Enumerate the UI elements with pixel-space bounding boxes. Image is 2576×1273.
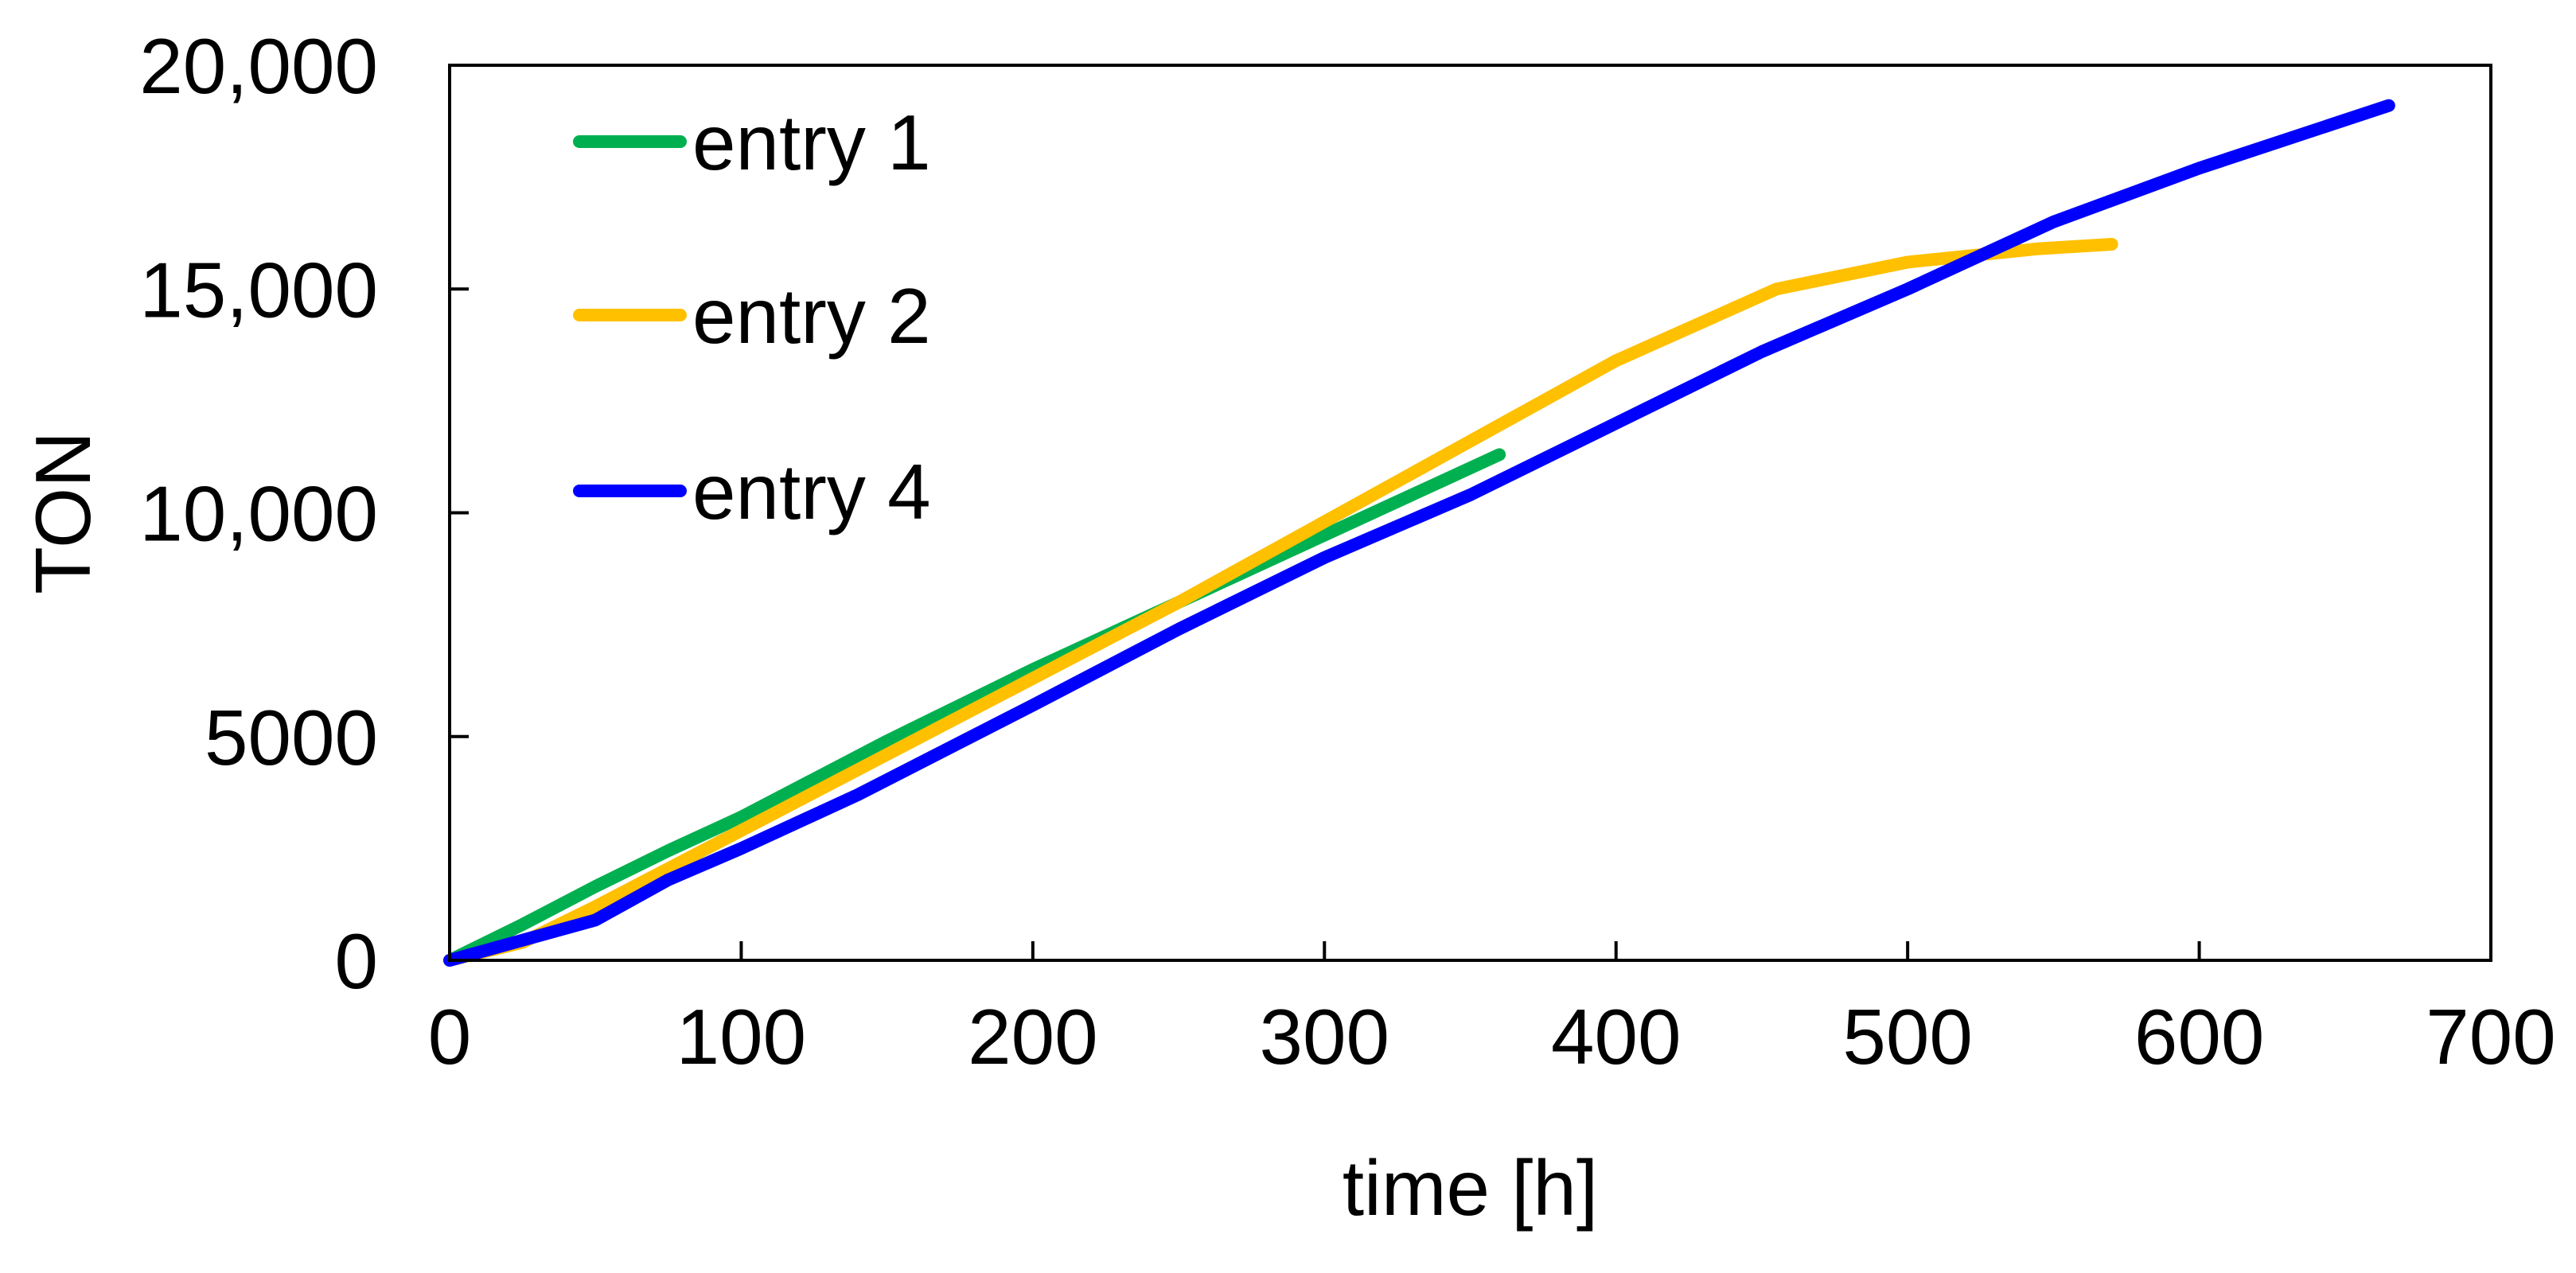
x-axis-ticks: 0 100 200 300 400 500 600 700 <box>428 941 2556 1080</box>
legend-label-entry-4: entry 4 <box>692 448 931 535</box>
x-tick-label: 700 <box>2426 993 2556 1080</box>
x-tick-label: 0 <box>428 993 472 1080</box>
y-tick-label: 0 <box>334 917 378 1005</box>
x-tick-label: 600 <box>2134 993 2265 1080</box>
x-tick-label: 200 <box>968 993 1098 1080</box>
x-tick-label: 400 <box>1551 993 1682 1080</box>
y-tick-label: 15,000 <box>139 246 378 333</box>
x-tick-label: 100 <box>676 993 807 1080</box>
series-line-entry-2 <box>443 238 2118 967</box>
y-axis-label: TON <box>19 431 107 594</box>
legend-label-entry-2: entry 2 <box>692 272 931 360</box>
y-tick-label: 5000 <box>205 694 378 781</box>
y-tick-label: 20,000 <box>139 22 378 110</box>
y-axis-ticks: 0 5000 10,000 15,000 20,000 <box>139 22 469 1005</box>
legend-label-entry-1: entry 1 <box>692 99 931 186</box>
x-tick-label: 300 <box>1260 993 1390 1080</box>
x-tick-label: 500 <box>1842 993 1973 1080</box>
legend: entry 1 entry 2 entry 4 <box>573 99 931 535</box>
y-tick-label: 10,000 <box>139 470 378 558</box>
series-layer <box>443 99 2395 967</box>
x-axis-label: time [h] <box>1343 1144 1598 1232</box>
series-line-entry-1 <box>443 448 1506 967</box>
series-line-entry-4 <box>443 99 2395 967</box>
